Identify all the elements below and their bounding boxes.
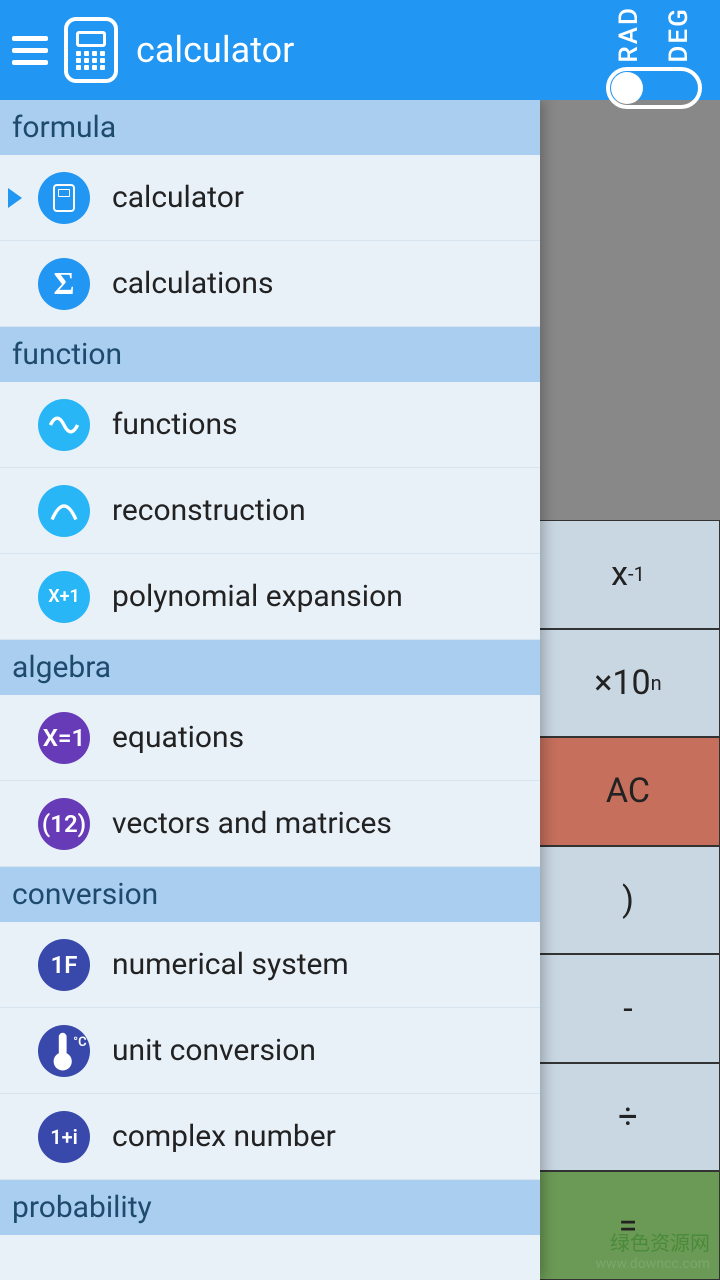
menu-item-numerical[interactable]: 1F numerical system (0, 922, 540, 1008)
key-divide[interactable]: ÷ (536, 1063, 720, 1172)
key-inv[interactable]: x-1 (536, 520, 720, 629)
calc-icon (38, 172, 90, 224)
section-header-conversion: conversion (0, 867, 540, 922)
complex-icon: 1+i (38, 1111, 90, 1163)
key-rparen[interactable]: ) (536, 846, 720, 955)
key-ac[interactable]: AC (536, 737, 720, 846)
section-header-function: function (0, 327, 540, 382)
menu-item-label: polynomial expansion (112, 579, 403, 614)
watermark-text: 绿色资源网 (596, 1227, 710, 1256)
menu-item-unit[interactable]: °C unit conversion (0, 1008, 540, 1094)
menu-item-label: numerical system (112, 947, 349, 982)
menu-item-functions[interactable]: functions (0, 382, 540, 468)
svg-text:°C: °C (73, 1034, 87, 1049)
menu-item-calculations[interactable]: Σcalculations (0, 241, 540, 327)
menu-item-label: equations (112, 720, 244, 755)
menu-item-label: vectors and matrices (112, 806, 392, 841)
menu-item-label: calculations (112, 266, 273, 301)
app-root: calculator RAD DEG x-1×10nAC)-÷= formula… (0, 0, 720, 1280)
menu-item-label: calculator (112, 180, 244, 215)
menu-item-label: functions (112, 407, 238, 442)
section-header-probability: probability (0, 1180, 540, 1235)
mode-label-rad: RAD (616, 6, 642, 63)
watermark-url: www.downcc.com (596, 1256, 710, 1272)
numerical-icon: 1F (38, 939, 90, 991)
menu-item-reconstruction[interactable]: reconstruction (0, 468, 540, 554)
section-header-formula: formula (0, 100, 540, 155)
section-header-algebra: algebra (0, 640, 540, 695)
angle-mode-switch[interactable]: RAD DEG (606, 6, 702, 109)
menu-icon[interactable] (12, 36, 48, 65)
poly-icon: X+1 (38, 571, 90, 623)
thermo-icon: °C (38, 1025, 90, 1077)
menu-item-label: complex number (112, 1119, 336, 1154)
app-title: calculator (136, 29, 294, 71)
watermark: 绿色资源网 www.downcc.com (596, 1227, 710, 1272)
nav-drawer: formulacalculatorΣcalculationsfunctionfu… (0, 100, 540, 1280)
menu-item-calculator[interactable]: calculator (0, 155, 540, 241)
wave-icon (38, 399, 90, 451)
key-minus[interactable]: - (536, 954, 720, 1063)
menu-item-label: unit conversion (112, 1033, 316, 1068)
mode-label-deg: DEG (666, 6, 692, 63)
menu-item-equations[interactable]: X=1 equations (0, 695, 540, 781)
recon-icon (38, 485, 90, 537)
equations-icon: X=1 (38, 712, 90, 764)
sigma-icon: Σ (38, 258, 90, 310)
key-exp10[interactable]: ×10n (536, 629, 720, 738)
app-header: calculator RAD DEG (0, 0, 720, 100)
calculator-app-icon (64, 17, 118, 83)
menu-item-label: reconstruction (112, 493, 306, 528)
menu-item-polynomial[interactable]: X+1 polynomial expansion (0, 554, 540, 640)
menu-item-vectors[interactable]: (12) vectors and matrices (0, 781, 540, 867)
vectors-icon: (12) (38, 798, 90, 850)
menu-item-complex[interactable]: 1+i complex number (0, 1094, 540, 1180)
